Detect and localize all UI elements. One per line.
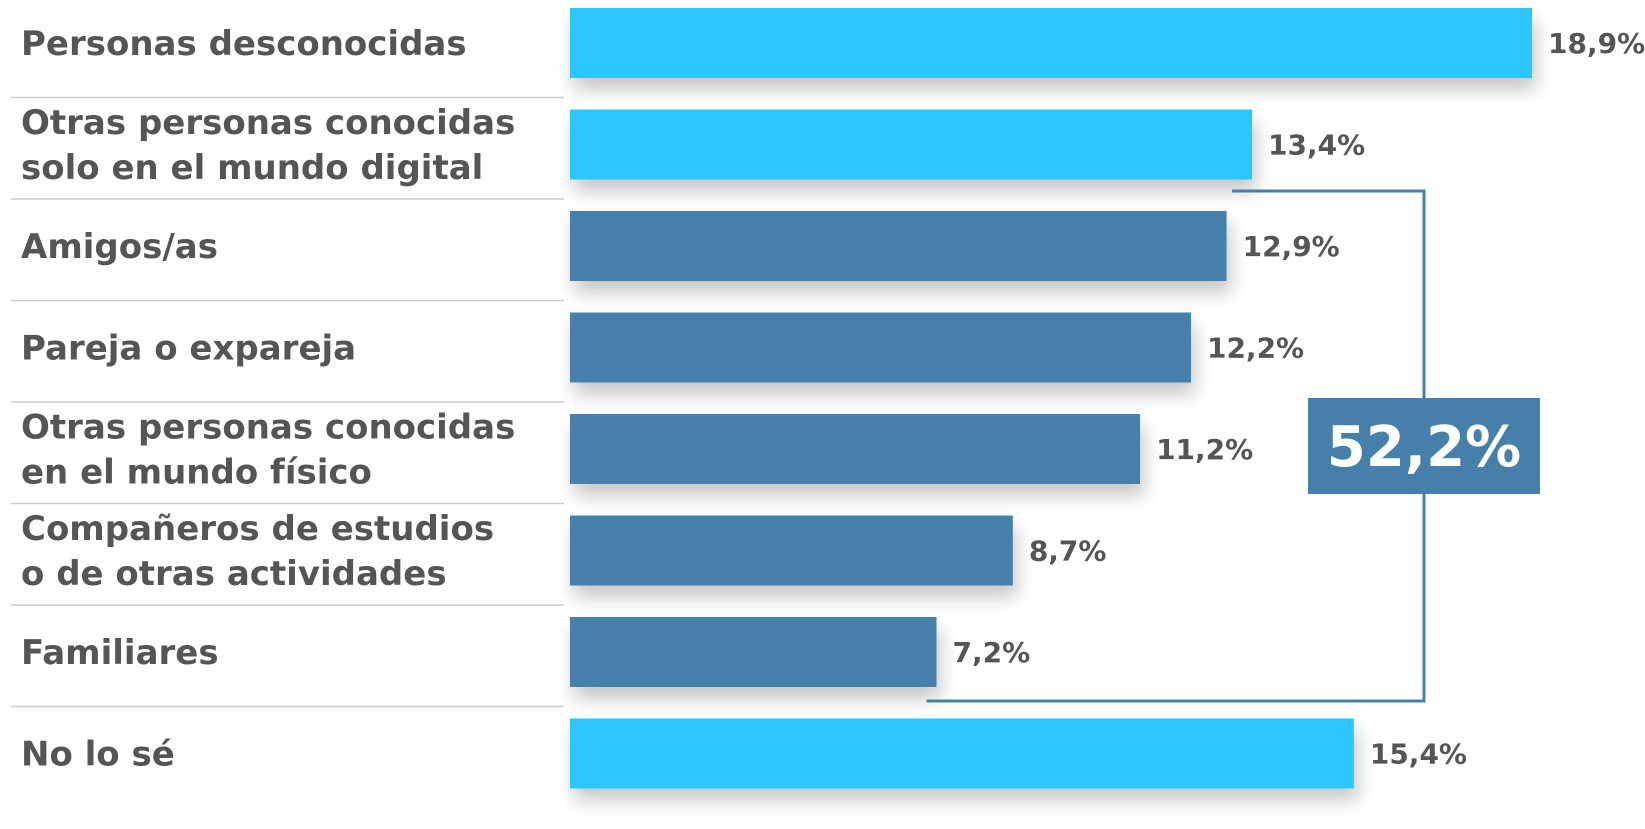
bar	[570, 515, 1013, 586]
category-label-line: Otras personas conocidas	[21, 103, 515, 143]
category-label: No lo sé	[21, 735, 175, 775]
bar	[570, 109, 1253, 180]
value-label: 12,2%	[1207, 332, 1304, 365]
value-label: 11,2%	[1156, 433, 1253, 466]
group-bracket: 52,2%	[926, 189, 1540, 703]
category-label: Familiares	[21, 633, 219, 673]
category-label-line: Familiares	[21, 633, 219, 673]
value-label: 13,4%	[1268, 129, 1365, 162]
category-label: Amigos/as	[21, 227, 218, 267]
category-label-line: No lo sé	[21, 735, 175, 775]
category-label: Personas desconocidas	[21, 24, 467, 64]
category-label-line: Compañeros de estudios	[21, 509, 494, 549]
row-dividers	[11, 96, 564, 708]
value-label: 12,9%	[1243, 230, 1340, 263]
bar	[570, 617, 937, 687]
value-label: 8,7%	[1029, 535, 1107, 568]
category-label: Otras personas conocidas en el mundo físi…	[21, 408, 515, 493]
value-label: 15,4%	[1370, 738, 1467, 771]
category-label-line: Personas desconocidas	[21, 24, 467, 64]
bar	[570, 312, 1191, 383]
category-label-line: o de otras actividades	[21, 554, 447, 594]
value-label: 7,2%	[952, 636, 1030, 669]
group-total-box	[1308, 398, 1540, 494]
category-label-line: en el mundo físico	[21, 453, 372, 493]
group-total-label: 52,2%	[1327, 415, 1521, 480]
category-labels: Personas desconocidas Otras personas cono…	[21, 24, 515, 775]
bar	[570, 414, 1141, 484]
value-label: 18,9%	[1548, 27, 1645, 60]
category-label-line: Otras personas conocidas	[21, 408, 515, 448]
bar	[570, 8, 1532, 78]
category-label-line: Pareja o expareja	[21, 329, 356, 369]
bar	[570, 211, 1227, 281]
bars	[570, 8, 1532, 789]
category-label-line: Amigos/as	[21, 227, 218, 267]
category-label: Pareja o expareja	[21, 329, 356, 369]
category-label: Compañeros de estudios o de otras activid…	[21, 509, 494, 594]
category-label: Otras personas conocidas solo en el mundo…	[21, 103, 515, 188]
value-labels: 18,9% 13,4% 12,9% 12,2% 11,2% 8,7% 7,2% 15,4%	[952, 27, 1645, 771]
category-label-line: solo en el mundo digital	[21, 148, 483, 188]
bar	[570, 718, 1354, 789]
